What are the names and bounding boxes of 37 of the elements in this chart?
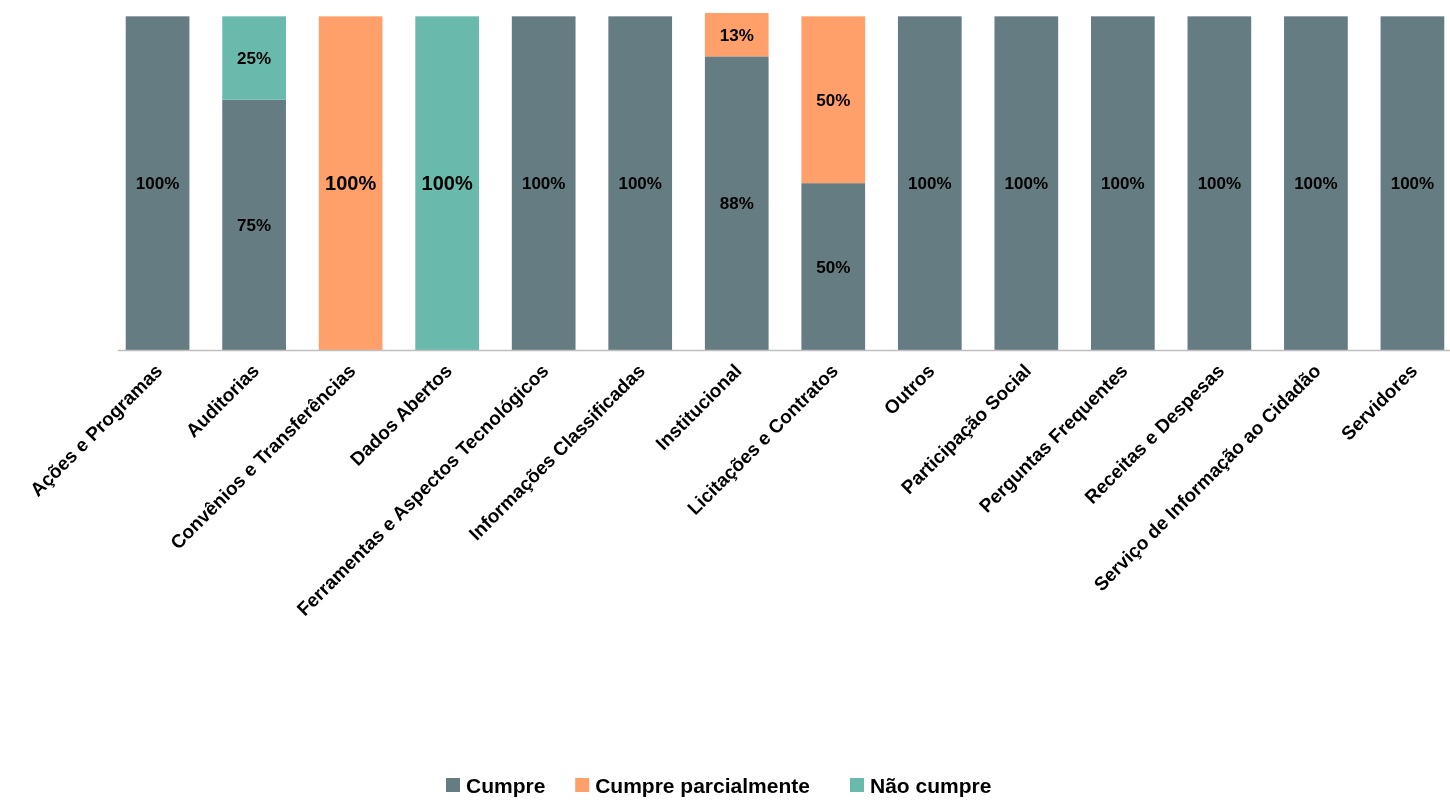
legend-label: Cumpre (466, 774, 546, 798)
bar (801, 16, 866, 184)
data-label: 100% (325, 172, 377, 195)
bar (318, 16, 383, 350)
bar (1090, 16, 1155, 350)
bar (415, 16, 480, 350)
data-label: 25% (237, 48, 272, 68)
bar (704, 13, 769, 57)
bar (222, 99, 286, 350)
data-label: 88% (719, 194, 754, 214)
data-label: 100% (421, 172, 473, 195)
data-label: 50% (816, 257, 851, 277)
bar (511, 16, 576, 350)
legend-label: Cumpre parcialmente (595, 774, 810, 798)
data-label: 100% (1294, 174, 1338, 194)
bar (222, 16, 286, 100)
bar (1284, 16, 1348, 350)
bar (801, 183, 866, 350)
data-label: 100% (1004, 174, 1049, 194)
data-label: 100% (135, 174, 180, 194)
bar (704, 56, 769, 350)
data-label: 100% (1197, 174, 1242, 194)
data-label: 100% (908, 174, 952, 194)
data-label: 100% (618, 174, 662, 194)
bar (125, 16, 190, 350)
bar (897, 16, 962, 350)
data-label: 75% (237, 215, 272, 235)
bar (1187, 16, 1252, 350)
data-label: 100% (1390, 174, 1435, 194)
data-label: 100% (521, 174, 566, 194)
legend-label: Não cumpre (870, 774, 992, 798)
bar (608, 16, 673, 350)
data-label: 100% (1101, 174, 1145, 194)
bar (994, 16, 1059, 350)
bar (1380, 16, 1445, 350)
data-label: 50% (816, 90, 851, 110)
data-label: 13% (719, 25, 754, 45)
